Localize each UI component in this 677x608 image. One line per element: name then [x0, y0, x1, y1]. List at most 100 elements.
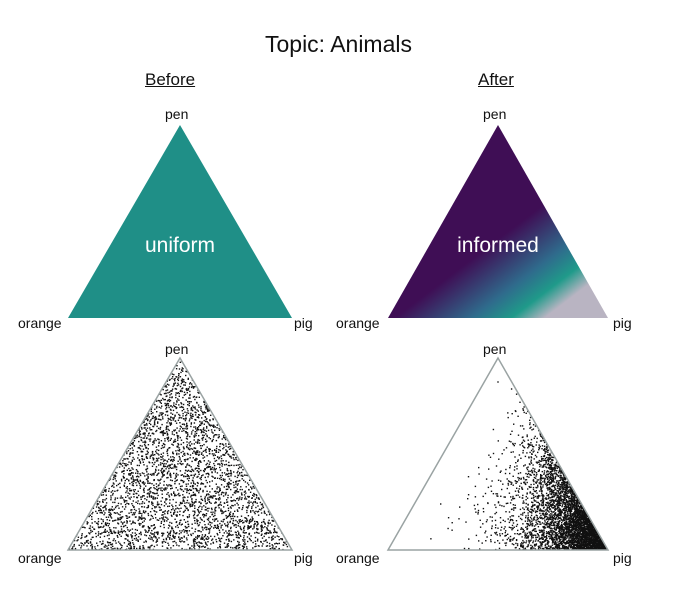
- before-scatter-point: [187, 453, 189, 456]
- after-scatter-point: [547, 489, 549, 491]
- before-scatter-point: [104, 530, 106, 532]
- before-scatter-point: [149, 435, 152, 437]
- before-scatter-point: [213, 524, 216, 527]
- before-scatter-point: [86, 545, 88, 547]
- before-scatter-point: [158, 442, 160, 444]
- before-scatter-point: [219, 466, 221, 469]
- after-scatter-point: [521, 514, 524, 516]
- before-scatter-point: [187, 458, 189, 460]
- before-scatter-point: [138, 518, 140, 520]
- before-scatter-point: [108, 514, 110, 516]
- before-scatter-point: [161, 456, 163, 458]
- before-scatter-point: [145, 422, 148, 425]
- before-scatter-point: [102, 542, 104, 545]
- after-scatter-point: [535, 510, 538, 513]
- after-scatter-point: [530, 518, 533, 520]
- before-scatter-point: [190, 406, 193, 409]
- before-scatter-point: [156, 489, 159, 492]
- before-scatter-point: [151, 529, 153, 532]
- after-scatter-point: [541, 522, 544, 524]
- before-scatter-point: [200, 538, 202, 540]
- after-scatter-point: [565, 491, 567, 493]
- before-scatter-point: [233, 486, 235, 489]
- before-scatter-point: [230, 464, 233, 466]
- after-scatter-point: [545, 502, 547, 504]
- before-scatter-point: [132, 543, 135, 546]
- before-scatter-point: [212, 432, 214, 434]
- before-scatter-point: [174, 415, 176, 417]
- before-scatter-point: [120, 535, 122, 537]
- before-scatter-point: [186, 444, 189, 446]
- before-scatter-point: [227, 545, 230, 547]
- before-scatter-point: [198, 473, 200, 475]
- before-scatter-point: [170, 458, 172, 461]
- before-scatter-point: [182, 381, 184, 383]
- before-scatter-point: [135, 435, 137, 437]
- after-scatter-point: [565, 508, 568, 510]
- before-scatter-point: [162, 538, 165, 541]
- before-scatter-point: [168, 533, 170, 535]
- before-scatter-point: [138, 464, 140, 467]
- before-scatter-point: [200, 409, 202, 411]
- before-scatter-point: [227, 533, 230, 535]
- before-scatter-point: [173, 472, 175, 475]
- before-scatter-point: [188, 492, 190, 495]
- before-scatter-point: [147, 475, 149, 478]
- before-scatter-point: [173, 457, 175, 459]
- after-scatter-point: [547, 449, 550, 451]
- before-scatter-point: [149, 490, 151, 492]
- after-scatter-point: [568, 500, 571, 502]
- before-scatter-point: [197, 482, 199, 485]
- before-scatter-point: [136, 478, 139, 480]
- before-scatter-point: [221, 492, 223, 494]
- before-scatter-point: [143, 444, 146, 446]
- before-scatter-point: [196, 541, 198, 544]
- before-scatter-point: [234, 492, 237, 494]
- before-scatter-point: [100, 543, 103, 545]
- before-scatter-point: [173, 536, 175, 539]
- after-scatter-point: [551, 460, 553, 462]
- before-scatter-point: [248, 500, 250, 502]
- before-scatter-point: [156, 474, 158, 476]
- before-scatter-point: [177, 460, 179, 462]
- before-scatter-point: [129, 498, 131, 500]
- before-scatter-point: [145, 510, 147, 513]
- before-scatter-point: [201, 499, 204, 501]
- before-scatter-point: [143, 541, 145, 543]
- before-scatter-point: [245, 532, 247, 534]
- after-scatter-point: [535, 482, 537, 484]
- after-scatter-point: [553, 523, 555, 525]
- after-scatter-point: [520, 478, 522, 480]
- before-scatter-point: [190, 401, 192, 403]
- before-scatter-point: [154, 423, 156, 426]
- before-scatter-point: [138, 523, 140, 525]
- before-scatter-point: [202, 537, 204, 539]
- after-scatter-point: [534, 530, 536, 532]
- before-scatter-point: [137, 472, 139, 475]
- after-scatter-point: [546, 473, 548, 475]
- before-scatter-point: [235, 458, 237, 461]
- before-scatter-point: [159, 462, 162, 464]
- before-scatter-point: [243, 494, 246, 496]
- before-scatter-point: [140, 450, 143, 452]
- before-scatter-point: [123, 530, 125, 532]
- after-scatter-point: [555, 494, 557, 497]
- before-scatter-point: [186, 526, 188, 528]
- after-scatter-point: [522, 445, 524, 447]
- before-scatter-point: [190, 433, 193, 435]
- after-scatter-point: [560, 476, 562, 478]
- before-scatter-point: [153, 533, 155, 535]
- before-scatter-point: [266, 514, 268, 516]
- before-scatter-point: [239, 472, 241, 474]
- before-scatter-point: [241, 497, 243, 499]
- after-scatter-point: [546, 546, 548, 549]
- after-scatter-point: [561, 471, 563, 473]
- before-scatter-point: [205, 509, 207, 511]
- before-scatter-point: [164, 398, 166, 401]
- before-scatter-point: [142, 495, 144, 497]
- before-scatter-point: [138, 547, 141, 550]
- before-scatter-point: [138, 512, 140, 515]
- before-scatter-point: [188, 548, 191, 550]
- before-scatter-point: [108, 519, 111, 522]
- before-scatter-point: [114, 512, 117, 514]
